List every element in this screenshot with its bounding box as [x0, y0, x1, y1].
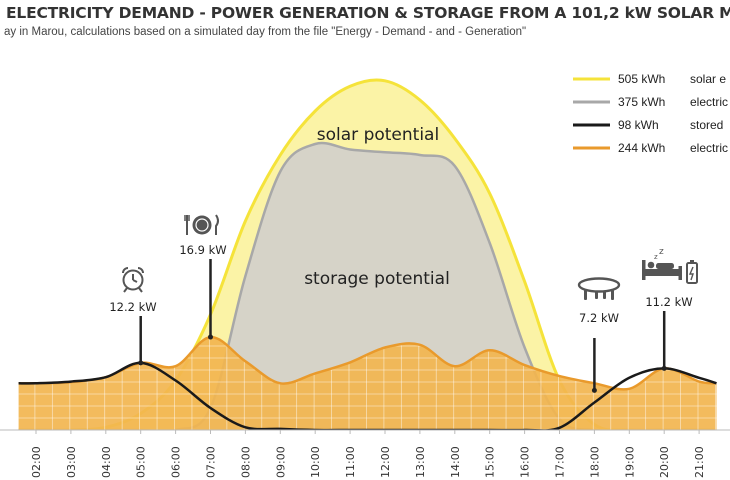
x-tick-label: 18:00	[588, 446, 601, 478]
annotation-0500: 12.2 kW	[109, 300, 156, 314]
x-tick-label: 04:00	[100, 446, 113, 478]
x-tick-label: 19:00	[623, 446, 636, 478]
x-tick-label: 12:00	[379, 446, 392, 478]
x-tick-label: 03:00	[65, 446, 78, 478]
annotation-point	[208, 334, 213, 340]
x-tick-label: 15:00	[484, 446, 497, 478]
chart-title: ELECTRICITY DEMAND - POWER GENERATION & …	[6, 4, 730, 22]
legend-value: 98 kWh	[618, 118, 659, 132]
annotation-1800: 7.2 kW	[579, 311, 619, 325]
storage-potential-label: storage potential	[304, 269, 450, 289]
legend-label: electric	[690, 95, 728, 109]
annotation-point	[591, 387, 597, 393]
x-tick-label: 21:00	[693, 446, 706, 478]
table-icon	[577, 277, 621, 300]
legend-label: electric	[690, 141, 728, 155]
x-tick-label: 17:00	[554, 446, 567, 478]
annotation-2000: 11.2 kW	[645, 295, 692, 309]
annotation-point	[661, 365, 667, 371]
legend-value: 244 kWh	[618, 141, 665, 155]
x-tick-label: 09:00	[274, 446, 287, 478]
storage-area	[18, 143, 717, 430]
chart-subtitle: ay in Marou, calculations based on a sim…	[4, 26, 527, 38]
legend-value: 375 kWh	[618, 95, 665, 109]
x-axis: 02:00 03:00 04:00 05:00 06:00 07:00 08:00 09:00…	[0, 429, 730, 478]
stored-line	[18, 361, 717, 430]
solar-potential-label: solar potential	[317, 125, 439, 145]
svg-text:z: z	[659, 247, 664, 257]
x-tick-label: 13:00	[414, 446, 427, 478]
annotation-point	[138, 360, 144, 366]
legend-label: stored	[690, 118, 723, 132]
x-tick-label: 07:00	[205, 446, 218, 478]
bed-icon: z z	[642, 247, 682, 280]
x-tick-label: 22:00	[728, 446, 730, 478]
x-tick-label: 02:00	[30, 446, 43, 478]
demand-area	[18, 337, 717, 430]
annotation-0700: 16.9 kW	[179, 243, 226, 257]
svg-text:z: z	[654, 253, 658, 261]
x-tick-label: 16:00	[519, 446, 532, 478]
x-tick-label: 20:00	[658, 446, 671, 478]
battery-icon	[686, 260, 698, 284]
x-tick-label: 06:00	[170, 446, 183, 478]
legend: 505 kWh solar e 375 kWh electric 98 kWh store…	[573, 72, 728, 155]
x-tick-label: 10:00	[309, 446, 322, 478]
legend-value: 505 kWh	[618, 72, 665, 86]
alarm-clock-icon	[122, 267, 144, 293]
x-tick-label: 14:00	[449, 446, 462, 478]
x-tick-label: 11:00	[344, 446, 357, 478]
dinner-plate-icon	[184, 214, 219, 235]
x-tick-label: 08:00	[239, 446, 252, 478]
x-tick-label: 05:00	[135, 446, 148, 478]
legend-label: solar e	[690, 72, 726, 86]
storage-line	[18, 141, 717, 430]
